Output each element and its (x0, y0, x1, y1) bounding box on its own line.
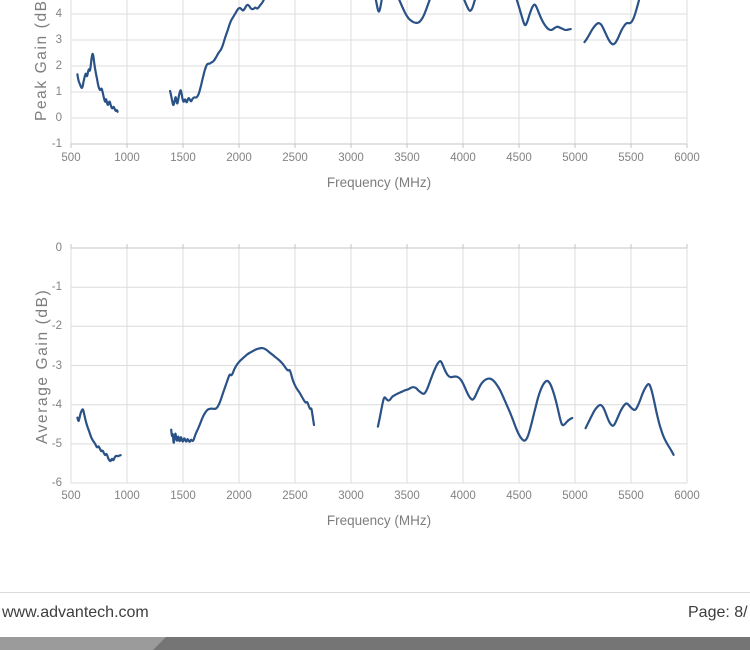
footer-divider (0, 592, 750, 593)
footer-page-number: Page: 8/ (688, 604, 748, 621)
average-gain-db-line-segment (584, 382, 675, 456)
footer-website-link[interactable]: www.advantech.com (2, 604, 149, 621)
peak-gain-db-line-segment (169, 0, 265, 107)
footer-accent-bar (0, 637, 750, 650)
average-gain-db-line-segment (170, 346, 316, 444)
peak-gain-db-line-segment (374, 0, 572, 32)
footer-accent-bar-light-segment (0, 637, 166, 650)
average-gain-db-line-segment (376, 360, 574, 442)
average-gain-db-line-segment (76, 408, 122, 463)
peak-gain-db-line-segment (583, 0, 641, 46)
peak-gain-db-line-segment (76, 52, 119, 113)
